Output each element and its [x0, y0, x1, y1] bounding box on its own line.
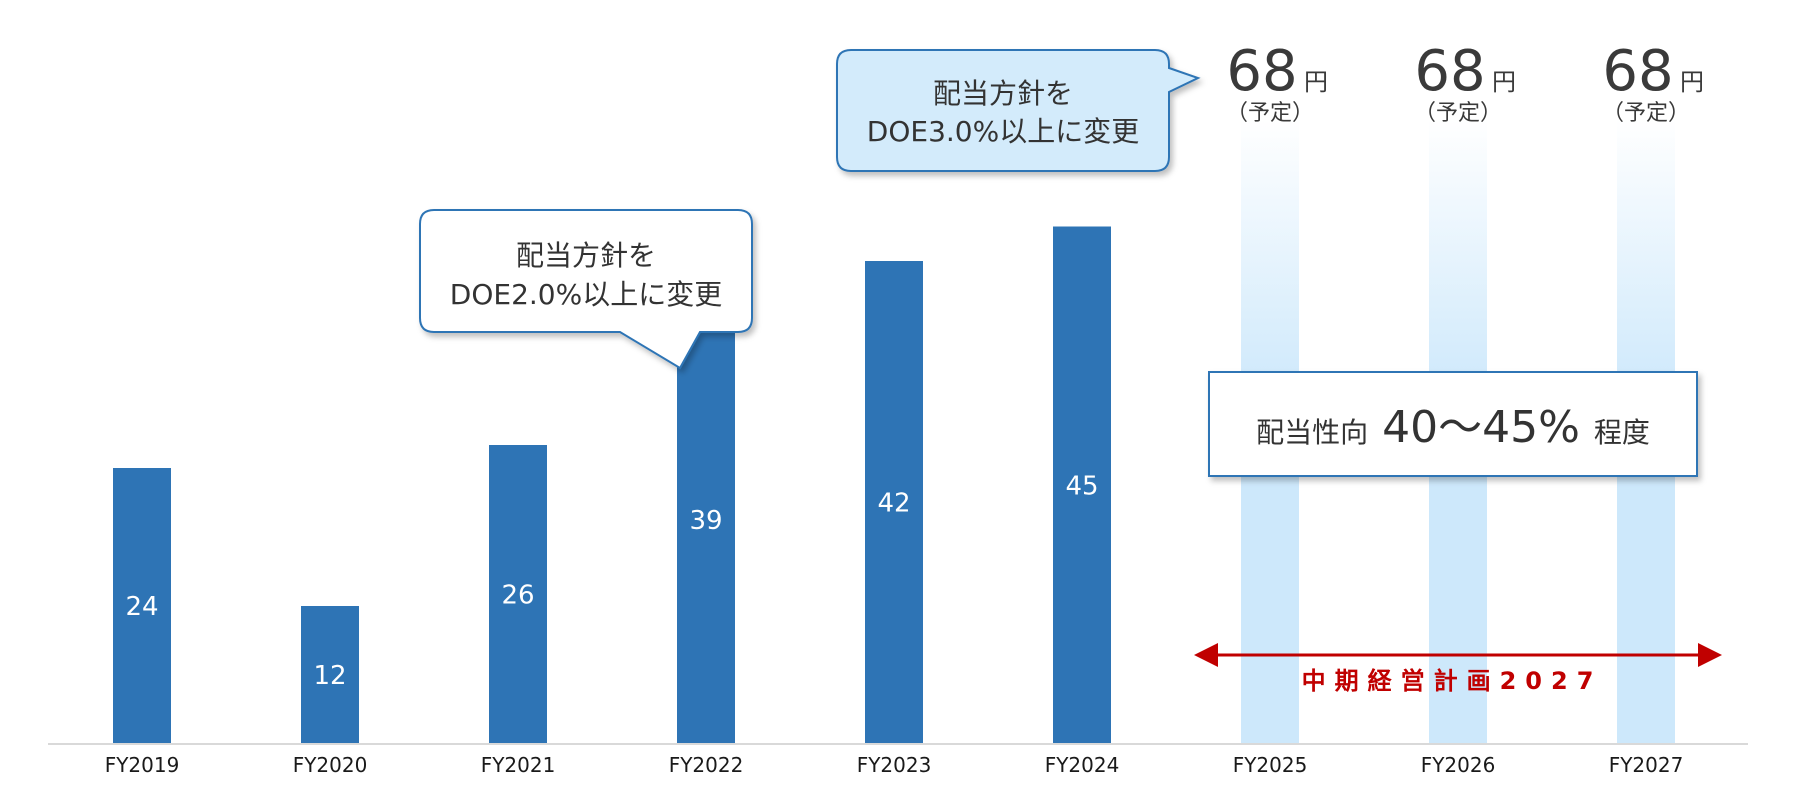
x-tick-FY2023: FY2023: [857, 753, 932, 777]
x-tick-FY2022: FY2022: [669, 753, 744, 777]
bar-FY2024: [1053, 226, 1111, 744]
payout-ratio-box: 配当性向 40～45% 程度: [1208, 371, 1698, 477]
payout-ratio-text: 配当性向 40～45% 程度: [1256, 402, 1650, 453]
callout-doe2-line2: DOE2.0%以上に変更: [450, 278, 722, 311]
plan-period: 中期経営計画2027: [1194, 643, 1722, 695]
x-tick-FY2026: FY2026: [1421, 753, 1496, 777]
forecast-note-FY2025: （予定）: [1226, 101, 1314, 126]
bar-value-label-FY2023: 42: [877, 489, 910, 519]
payout-ratio-value: 40～45%: [1382, 402, 1580, 453]
bars: 24 12 26 39 42 45: [113, 226, 1111, 744]
bar-value-label-FY2019: 24: [125, 592, 158, 622]
bar-value-label-FY2024: 45: [1065, 471, 1098, 501]
bar-value-label-FY2021: 26: [501, 581, 534, 611]
x-tick-FY2025: FY2025: [1233, 753, 1308, 777]
x-tick-FY2019: FY2019: [105, 753, 180, 777]
x-tick-FY2027: FY2027: [1609, 753, 1684, 777]
forecast-note-FY2026: （予定）: [1414, 101, 1502, 126]
callout-doe3-line1: 配当方針を: [933, 77, 1073, 110]
bar-FY2020: [301, 606, 359, 744]
bar-FY2021: [489, 445, 547, 744]
bar-FY2022: [677, 295, 735, 744]
callout-doe2-line1: 配当方針を: [516, 239, 656, 272]
forecast-unit-FY2025: 円: [1304, 68, 1328, 96]
callout-doe3: 配当方針を DOE3.0%以上に変更: [836, 49, 1201, 172]
bar-value-label-FY2022: 39: [689, 506, 722, 536]
forecast-unit-FY2027: 円: [1680, 68, 1704, 96]
forecast-value-FY2025: 68: [1226, 39, 1297, 104]
callout-doe2: 配当方針を DOE2.0%以上に変更: [419, 209, 753, 370]
forecast-labels: 68 円（予定）68 円（予定）68 円（予定）: [1226, 39, 1704, 126]
bar-FY2023: [865, 261, 923, 744]
x-axis-ticks: FY2019 FY2020 FY2021 FY2022 FY2023 FY2024 FY20…: [105, 753, 1684, 777]
x-tick-FY2024: FY2024: [1045, 753, 1120, 777]
x-tick-FY2020: FY2020: [293, 753, 368, 777]
payout-ratio-suffix: 程度: [1594, 416, 1650, 449]
x-tick-FY2021: FY2021: [481, 753, 556, 777]
bar-value-label-FY2020: 12: [313, 661, 346, 691]
forecast-unit-FY2026: 円: [1492, 68, 1516, 96]
payout-ratio-frame: [1208, 371, 1698, 477]
bar-FY2019: [113, 468, 171, 744]
forecast-note-FY2027: （予定）: [1602, 101, 1690, 126]
callout-doe2-bubble: [419, 209, 753, 370]
plan-period-label: 中期経営計画2027: [1302, 667, 1603, 695]
callout-doe3-bubble: [836, 49, 1201, 172]
payout-ratio-label: 配当性向: [1256, 416, 1368, 449]
forecast-value-FY2026: 68: [1414, 39, 1485, 104]
forecast-value-FY2027: 68: [1602, 39, 1673, 104]
callout-doe3-line2: DOE3.0%以上に変更: [867, 115, 1139, 148]
